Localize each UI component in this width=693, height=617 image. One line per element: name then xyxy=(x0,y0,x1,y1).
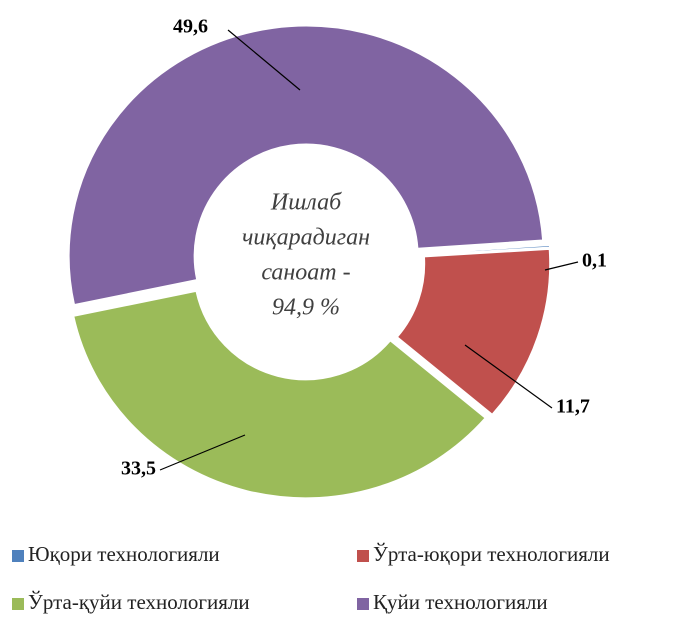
legend-swatch xyxy=(12,550,24,562)
legend-swatch xyxy=(357,550,369,562)
data-label: 11,7 xyxy=(556,396,590,418)
legend-label: Ўрта-юқори технологияли xyxy=(373,542,610,566)
leader-line xyxy=(159,434,246,471)
donut-slice xyxy=(68,25,544,306)
leader-line xyxy=(227,29,301,91)
legend-swatch xyxy=(12,598,24,610)
center-label: 94,9 % xyxy=(272,295,340,321)
data-label: 33,5 xyxy=(121,458,156,480)
leader-line xyxy=(544,261,579,271)
center-label: чиқарадиган xyxy=(242,225,370,251)
data-label: 0,1 xyxy=(582,250,607,272)
donut-slice xyxy=(396,248,551,415)
donut-slice xyxy=(424,245,551,256)
legend-label: Юқори технологияли xyxy=(28,542,220,566)
legend-label: Ўрта-қуйи технологияли xyxy=(28,590,250,614)
legend-label: Қуйи технологияли xyxy=(373,590,548,614)
legend-swatch xyxy=(357,598,369,610)
center-label: Ишлаб xyxy=(270,190,342,216)
center-label: саноат - xyxy=(261,260,350,286)
data-label: 49,6 xyxy=(173,16,208,38)
donut-slice xyxy=(73,290,486,499)
leader-line xyxy=(464,344,553,409)
